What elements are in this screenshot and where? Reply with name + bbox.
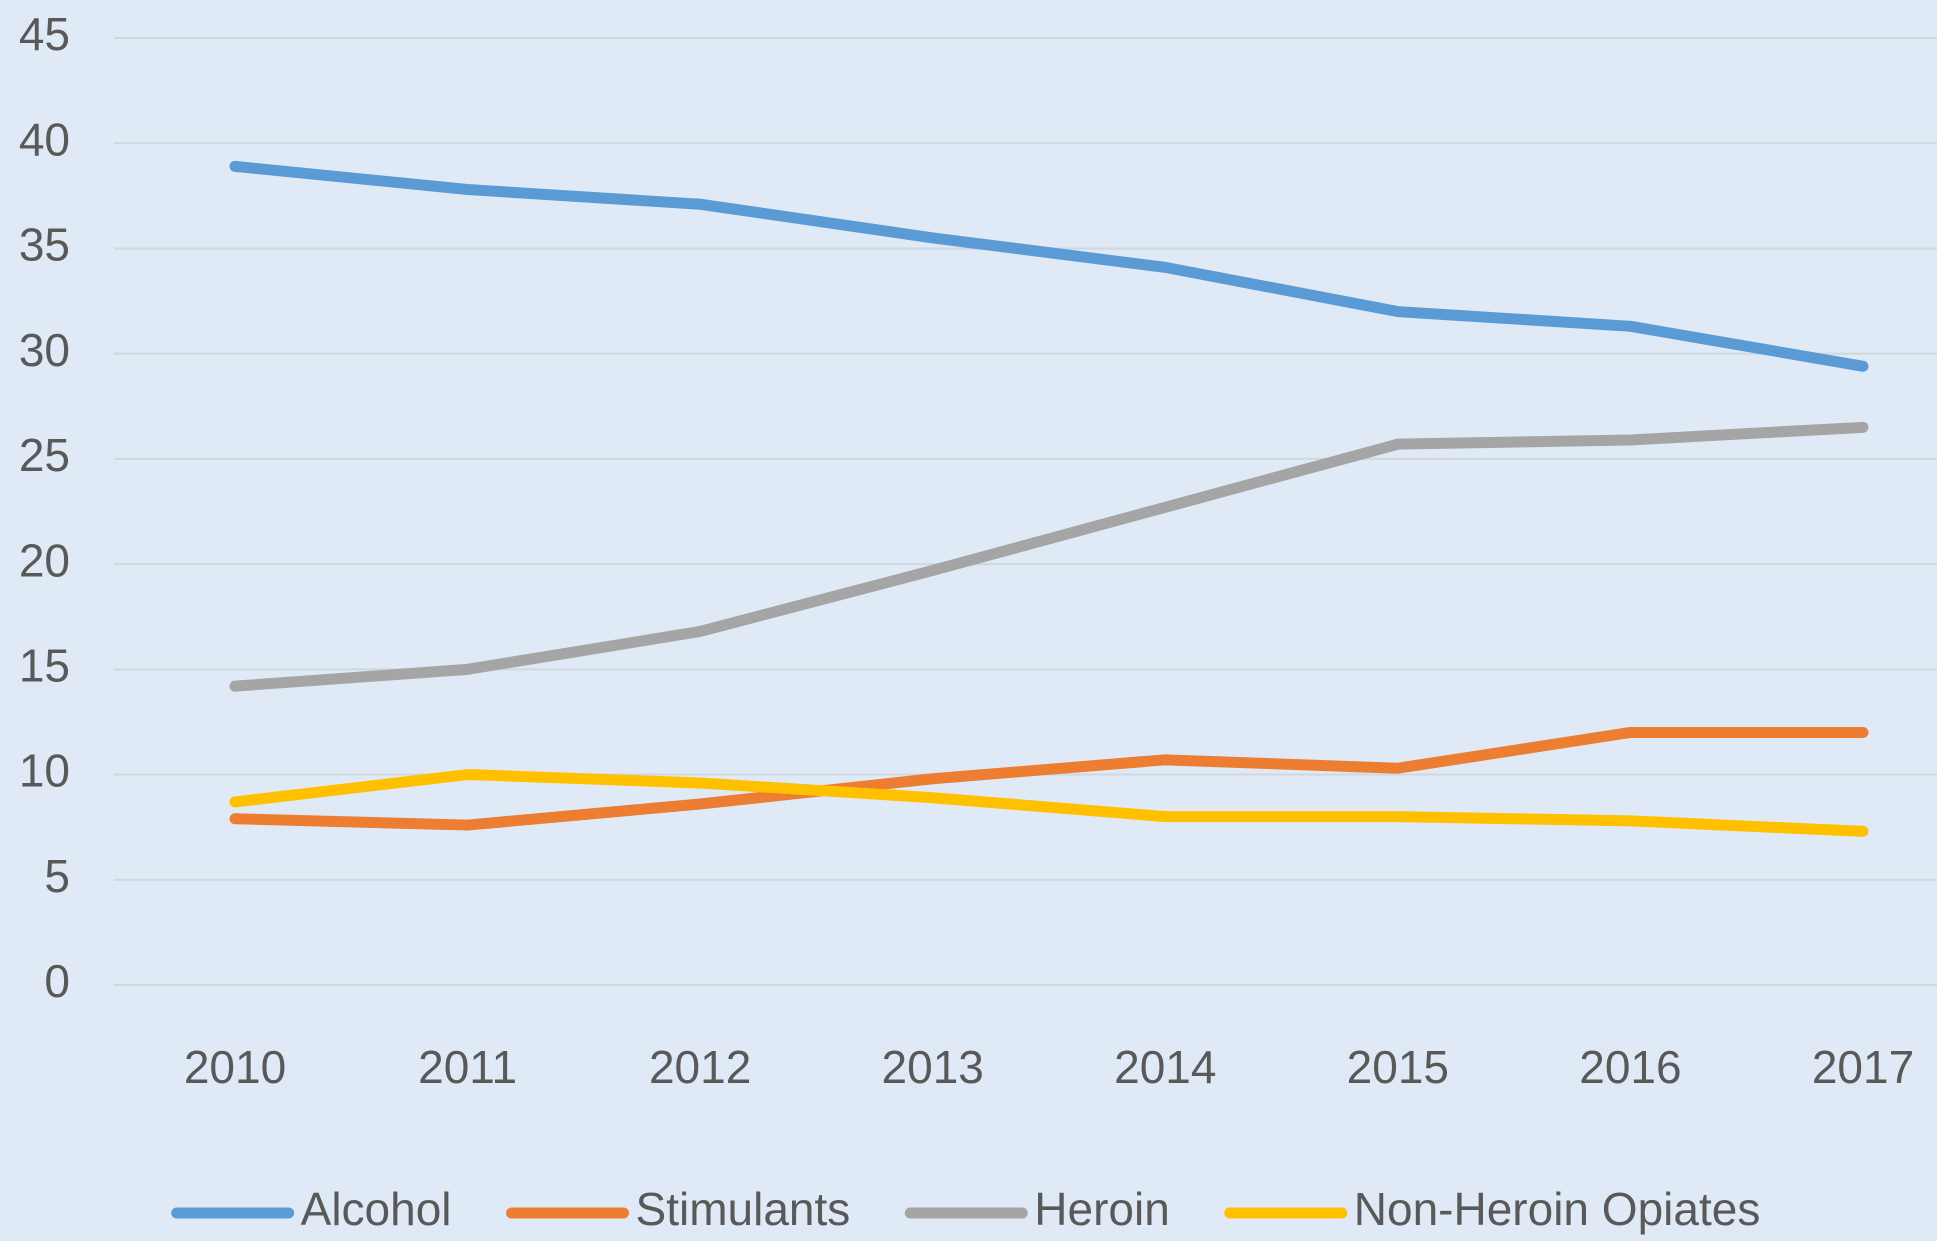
legend-label: Heroin — [1034, 1183, 1170, 1235]
y-tick-label: 30 — [19, 324, 70, 376]
y-tick-label: 0 — [44, 955, 70, 1007]
legend-label: Non-Heroin Opiates — [1354, 1183, 1761, 1235]
y-tick-label: 15 — [19, 639, 70, 691]
y-tick-label: 45 — [19, 8, 70, 60]
series-line — [229, 421, 1869, 692]
x-tick-label: 2014 — [1114, 1041, 1216, 1093]
series-line — [229, 769, 1869, 837]
y-tick-label: 20 — [19, 534, 70, 586]
y-tick-label: 25 — [19, 429, 70, 481]
x-tick-label: 2012 — [649, 1041, 751, 1093]
series-line — [229, 160, 1869, 372]
legend-label: Stimulants — [636, 1183, 851, 1235]
y-tick-label: 40 — [19, 113, 70, 165]
x-tick-label: 2016 — [1579, 1041, 1681, 1093]
y-tick-label: 10 — [19, 745, 70, 797]
y-tick-label: 5 — [44, 850, 70, 902]
y-tick-label: 35 — [19, 219, 70, 271]
x-tick-label: 2010 — [184, 1041, 286, 1093]
legend-label: Alcohol — [301, 1183, 452, 1235]
x-tick-label: 2013 — [882, 1041, 984, 1093]
x-tick-label: 2017 — [1812, 1041, 1914, 1093]
x-tick-label: 2011 — [418, 1041, 517, 1093]
x-tick-label: 2015 — [1347, 1041, 1449, 1093]
series-line — [229, 726, 1869, 831]
